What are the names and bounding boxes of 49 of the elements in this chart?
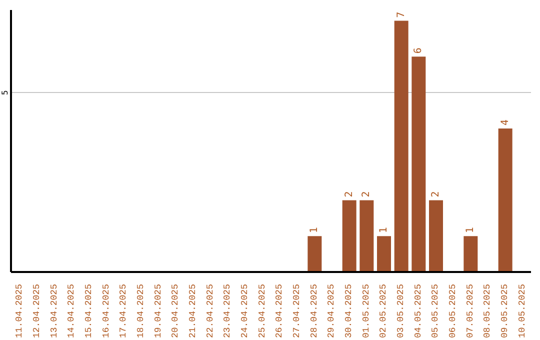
- x-tick-label: 28.04.2025: [309, 284, 320, 338]
- x-tick-label: 26.04.2025: [274, 284, 285, 338]
- bar: [360, 200, 374, 272]
- x-tick-label: 16.04.2025: [101, 284, 112, 338]
- data-label: 2: [361, 191, 372, 198]
- x-tick-label: 24.04.2025: [240, 284, 250, 338]
- x-tick-label: 07.05.2025: [465, 284, 476, 338]
- bar: [308, 236, 322, 272]
- bar: [342, 200, 356, 272]
- bar: [498, 128, 512, 272]
- x-tick-label: 20.04.2025: [170, 284, 181, 338]
- x-tick-label: 13.04.2025: [49, 284, 60, 338]
- x-tick-label: 09.05.2025: [500, 284, 510, 338]
- x-tick-label: 04.05.2025: [413, 284, 424, 338]
- data-label: 4: [500, 119, 511, 126]
- y-tick-label: 5: [0, 90, 10, 95]
- x-tick-label: 29.04.2025: [326, 284, 337, 338]
- x-tick-label: 17.04.2025: [118, 284, 129, 338]
- data-label: 2: [344, 191, 355, 198]
- x-tick-label: 25.04.2025: [257, 284, 268, 338]
- x-tick-label: 12.04.2025: [32, 284, 42, 338]
- bar: [412, 56, 426, 272]
- data-label: 1: [465, 227, 476, 234]
- data-label: 1: [378, 227, 390, 234]
- x-tick-label: 03.05.2025: [396, 284, 406, 338]
- data-label: 1: [309, 227, 320, 234]
- x-tick-label: 22.04.2025: [205, 284, 216, 338]
- x-tick-label: 11.04.2025: [14, 284, 25, 338]
- bar: [429, 200, 443, 272]
- x-tick-label: 30.04.2025: [344, 284, 354, 338]
- data-label: 7: [396, 12, 407, 18]
- data-label: 2: [430, 191, 442, 198]
- x-tick-label: 02.05.2025: [378, 284, 389, 338]
- data-label: 6: [413, 48, 424, 54]
- x-tick-label: 18.04.2025: [136, 284, 146, 338]
- x-tick-label: 08.05.2025: [482, 284, 493, 338]
- x-tick-label: 19.04.2025: [153, 284, 164, 338]
- x-tick-label: 10.05.2025: [517, 284, 528, 338]
- x-tick-label: 05.05.2025: [430, 284, 441, 338]
- bar: [394, 20, 408, 272]
- x-tick-label: 21.04.2025: [188, 284, 198, 338]
- x-tick-label: 15.04.2025: [84, 284, 94, 338]
- x-tick-label: 06.05.2025: [448, 284, 458, 338]
- x-tick-label: 14.04.2025: [66, 284, 77, 338]
- x-tick-label: 27.04.2025: [292, 284, 302, 338]
- bar: [377, 236, 391, 272]
- x-tick-label: 01.05.2025: [361, 284, 372, 338]
- bar: [464, 236, 478, 272]
- x-tick-label: 23.04.2025: [222, 284, 233, 338]
